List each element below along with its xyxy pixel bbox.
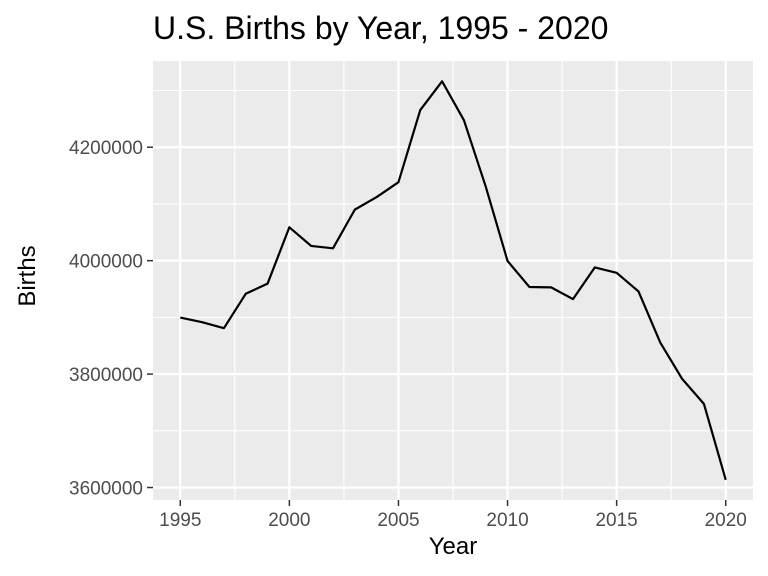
series-line [180,80,727,481]
chart-title: U.S. Births by Year, 1995 - 2020 [153,10,608,46]
minor-gridlines [153,61,753,500]
x-axis-title: Year [429,533,478,560]
y-tick-label: 3600000 [69,479,143,500]
x-tick-label: 2005 [377,510,419,531]
y-tick-label: 4000000 [69,252,143,273]
x-tick-label: 2020 [705,510,747,531]
y-tick-label: 3800000 [69,365,143,386]
x-tick-label: 2015 [595,510,637,531]
x-tick-label: 2010 [486,510,528,531]
x-tick-label: 2000 [268,510,310,531]
major-gridlines [153,61,753,500]
y-axis-title: Births [14,245,41,306]
y-axis: 3600000 3800000 4000000 4200000 [69,138,153,500]
x-axis: 1995 2000 2005 2010 2015 2020 [159,500,747,531]
x-tick-label: 1995 [159,510,201,531]
y-tick-label: 4200000 [69,138,143,159]
